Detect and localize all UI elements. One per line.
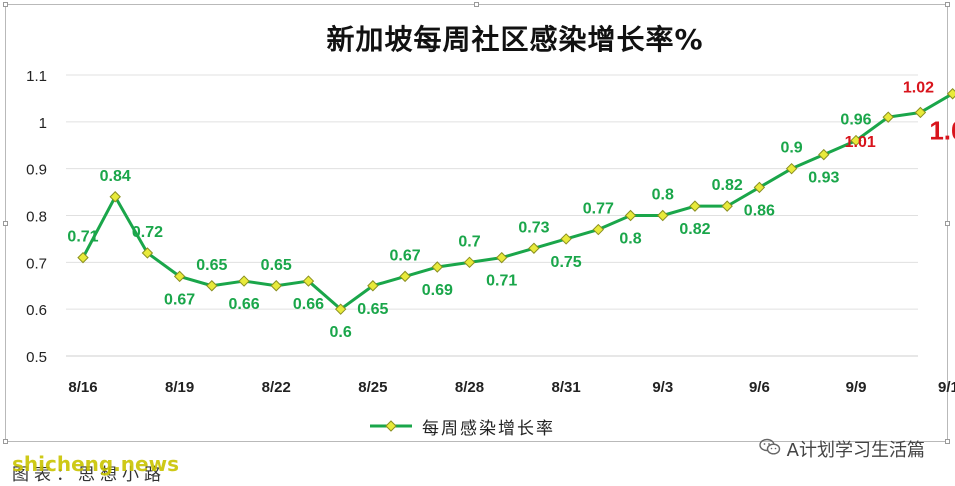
x-tick-label: 8/31 xyxy=(552,379,581,396)
data-point[interactable] xyxy=(334,303,347,315)
data-label: 0.96 xyxy=(840,112,871,129)
data-label: 0.67 xyxy=(390,247,421,264)
data-label: 0.65 xyxy=(196,257,227,274)
y-tick-label: 1.1 xyxy=(26,68,47,85)
data-label: 1.01 xyxy=(845,134,876,151)
data-label: 0.69 xyxy=(422,282,453,299)
x-tick-label: 8/22 xyxy=(262,379,291,396)
data-label: 0.75 xyxy=(551,254,582,271)
data-point[interactable] xyxy=(882,111,894,123)
data-label: 0.65 xyxy=(357,301,388,318)
x-tick-label: 9/12 xyxy=(938,379,955,396)
data-point[interactable] xyxy=(721,200,733,212)
data-point[interactable] xyxy=(270,280,282,292)
data-point[interactable] xyxy=(689,200,701,212)
data-point[interactable] xyxy=(528,242,540,254)
resize-handle-top[interactable] xyxy=(474,2,479,7)
data-label: 1.02 xyxy=(903,79,934,96)
data-point[interactable] xyxy=(657,209,669,222)
data-label: 0.71 xyxy=(67,229,98,246)
data-label: 0.67 xyxy=(164,291,195,308)
data-point[interactable] xyxy=(818,148,830,161)
data-label: 0.71 xyxy=(486,273,517,290)
x-tick-label: 8/25 xyxy=(358,379,387,396)
resize-handle-left[interactable] xyxy=(3,221,8,226)
data-point[interactable] xyxy=(367,280,379,292)
data-point[interactable] xyxy=(463,256,476,269)
data-label: 0.7 xyxy=(458,233,480,250)
y-tick-label: 0.9 xyxy=(26,162,47,179)
y-tick-label: 1 xyxy=(39,115,47,132)
data-label: 0.93 xyxy=(808,170,839,187)
data-label: 0.73 xyxy=(518,219,549,236)
data-point[interactable] xyxy=(914,106,927,119)
data-point[interactable] xyxy=(431,261,443,273)
data-point[interactable] xyxy=(785,162,798,175)
data-point[interactable] xyxy=(399,270,411,283)
data-point[interactable] xyxy=(206,280,218,292)
source-note: 图表：思想小路 xyxy=(12,465,166,485)
legend-swatch xyxy=(370,420,412,432)
legend-label: 每周感染增长率 xyxy=(422,418,555,439)
chart-title: 新加坡每周社区感染增长率% xyxy=(326,23,704,56)
data-label: 0.8 xyxy=(619,231,641,248)
legend: 每周感染增长率 xyxy=(368,412,555,440)
data-label: 0.82 xyxy=(679,221,710,238)
data-label: 0.86 xyxy=(744,202,775,219)
data-point[interactable] xyxy=(592,223,605,236)
data-label: 0.65 xyxy=(261,257,292,274)
wechat-icon xyxy=(758,438,781,461)
data-point[interactable] xyxy=(753,181,766,194)
resize-handle-right[interactable] xyxy=(945,221,950,226)
y-tick-label: 0.5 xyxy=(26,349,47,366)
data-label: 1.06 xyxy=(929,116,955,146)
chart-frame xyxy=(3,2,950,444)
resize-handle-top-left[interactable] xyxy=(3,2,8,7)
resize-handle-bottom-left[interactable] xyxy=(3,439,8,444)
series-line xyxy=(81,92,954,311)
data-point[interactable] xyxy=(302,275,315,287)
watermark-site: shicheng.news xyxy=(12,452,179,476)
data-point[interactable] xyxy=(850,134,862,147)
data-label: 0.82 xyxy=(712,177,743,194)
y-tick-label: 0.6 xyxy=(26,302,47,319)
y-tick-label: 0.8 xyxy=(26,209,47,226)
x-tick-label: 8/19 xyxy=(165,379,194,396)
x-tick-label: 8/28 xyxy=(455,379,484,396)
data-point[interactable] xyxy=(141,247,154,259)
data-label: 0.77 xyxy=(583,201,614,218)
data-label: 0.72 xyxy=(132,224,163,241)
data-point[interactable] xyxy=(109,191,121,203)
x-tick-label: 8/16 xyxy=(68,379,97,396)
data-label: 0.84 xyxy=(100,168,131,185)
watermark-account: A计划学习生活篇 xyxy=(758,436,925,462)
x-tick-label: 9/3 xyxy=(652,379,673,396)
resize-handle-bottom-right[interactable] xyxy=(945,439,950,444)
data-point[interactable] xyxy=(173,270,186,283)
data-point[interactable] xyxy=(496,251,508,264)
account-name: A计划学习生活篇 xyxy=(786,440,925,461)
data-point[interactable] xyxy=(238,275,250,287)
data-label: 0.8 xyxy=(652,187,674,204)
x-tick-label: 9/9 xyxy=(846,379,867,396)
data-label: 0.66 xyxy=(228,296,259,313)
data-point[interactable] xyxy=(946,88,955,100)
resize-handle-top-right[interactable] xyxy=(945,2,950,7)
data-point[interactable] xyxy=(624,209,637,222)
data-label: 0.9 xyxy=(780,140,802,157)
y-tick-label: 0.7 xyxy=(26,255,47,272)
data-label: 0.6 xyxy=(330,324,352,341)
data-point[interactable] xyxy=(560,233,572,245)
data-point[interactable] xyxy=(77,251,89,264)
x-tick-label: 9/6 xyxy=(749,379,770,396)
data-label: 0.66 xyxy=(293,296,324,313)
